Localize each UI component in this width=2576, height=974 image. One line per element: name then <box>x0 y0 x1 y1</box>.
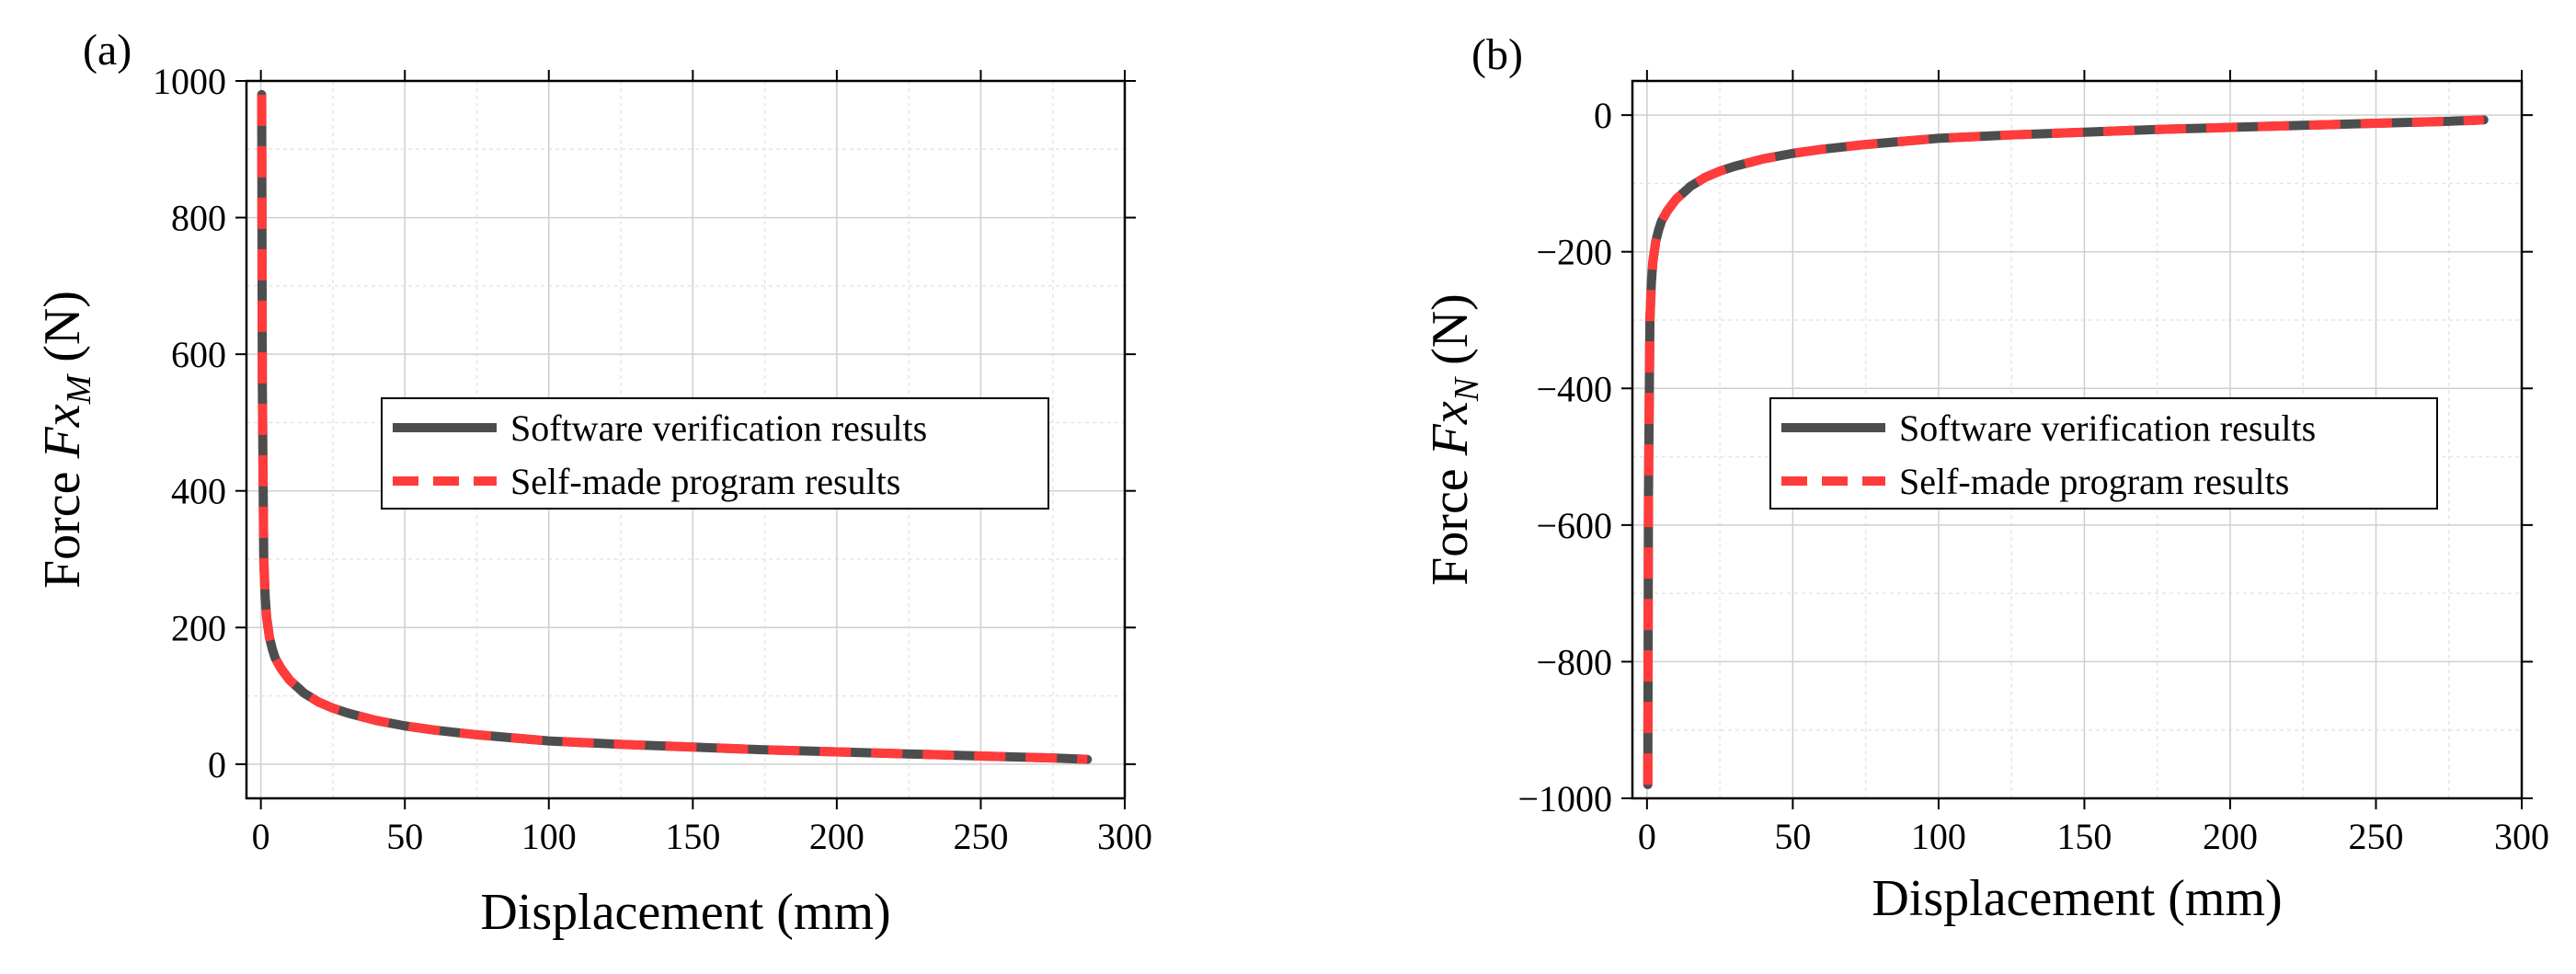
y-axis-title-symbol: Fx <box>34 404 91 459</box>
y-tick-label: −800 <box>1536 641 1612 682</box>
x-tick-label: 300 <box>2494 816 2549 857</box>
x-tick-label: 300 <box>1097 816 1152 857</box>
x-tick-label: 250 <box>2348 816 2403 857</box>
legend-box <box>381 397 1049 510</box>
legend-box <box>1769 397 2438 510</box>
x-axis-title: Displacement (mm) <box>1872 870 2282 927</box>
series-line-self-made-program <box>1643 115 2484 785</box>
legend: Software verification results Self-made p… <box>381 397 1049 510</box>
y-axis-title-prefix: Force <box>1422 455 1479 586</box>
y-axis-title-unit: (N) <box>34 291 91 375</box>
y-tick-label: 0 <box>208 744 226 785</box>
panel-label: (a) <box>83 26 132 74</box>
y-tick-label: 200 <box>171 607 226 648</box>
y-tick-label: −400 <box>1536 368 1612 409</box>
axes-frame <box>1631 79 2524 800</box>
ticks: 0 50 100 150 200 250 300 0 200 400 600 800 1000 <box>153 61 1152 857</box>
x-tick-label: 50 <box>386 816 423 857</box>
y-tick-label: 1000 <box>153 61 226 102</box>
legend-label: Self-made program results <box>510 461 900 502</box>
series-line-self-made-program <box>257 94 1088 764</box>
legend: Software verification results Self-made p… <box>1769 397 2438 510</box>
x-tick-label: 150 <box>2056 816 2112 857</box>
x-axis-title: Displacement (mm) <box>480 884 890 941</box>
y-axis-title: Force FxM (N) <box>34 291 98 589</box>
axes-frame <box>245 79 1127 800</box>
x-tick-label: 200 <box>2203 816 2258 857</box>
y-axis-title-symbol: Fx <box>1422 401 1479 456</box>
y-axis-title-unit: (N) <box>1422 293 1479 378</box>
legend-label: Software verification results <box>510 407 927 449</box>
legend-label: Software verification results <box>1899 407 2316 449</box>
y-tick-label: −600 <box>1536 505 1612 546</box>
x-tick-label: 100 <box>1911 816 1966 857</box>
panel-b: 0 50 100 150 200 250 300−1000−800−600−400−2000… <box>1422 30 2549 927</box>
y-tick-label: 800 <box>171 198 226 239</box>
y-axis-title-prefix: Force <box>34 458 91 589</box>
x-tick-label: 100 <box>521 816 577 857</box>
x-tick-label: 50 <box>1774 816 1811 857</box>
grid <box>1632 81 2522 798</box>
series <box>1643 115 2489 790</box>
y-axis-title-subscript: M <box>60 372 98 405</box>
x-tick-label: 250 <box>953 816 1008 857</box>
y-tick-label: −200 <box>1536 232 1612 273</box>
x-tick-label: 0 <box>1638 816 1656 857</box>
y-axis-title: Force FxN (N) <box>1422 293 1486 586</box>
y-tick-label: 600 <box>171 334 226 375</box>
y-tick-label: 0 <box>1594 95 1612 136</box>
y-axis-title-subscript: N <box>1448 375 1486 402</box>
series <box>257 89 1093 764</box>
y-tick-label: 400 <box>171 471 226 512</box>
legend-label: Self-made program results <box>1899 461 2289 502</box>
x-tick-label: 200 <box>809 816 864 857</box>
ticks: 0 50 100 150 200 250 300 −1000 −800 −600 −400 −200 0 <box>1517 70 2549 857</box>
x-tick-label: 0 <box>252 816 270 857</box>
x-tick-label: 150 <box>665 816 720 857</box>
panel-label: (b) <box>1471 30 1523 79</box>
panel-a: 0 50 100 150 200 250 300 0 200 400 600 800 1000 Softw… <box>34 26 1152 941</box>
y-tick-label: −1000 <box>1517 778 1612 819</box>
